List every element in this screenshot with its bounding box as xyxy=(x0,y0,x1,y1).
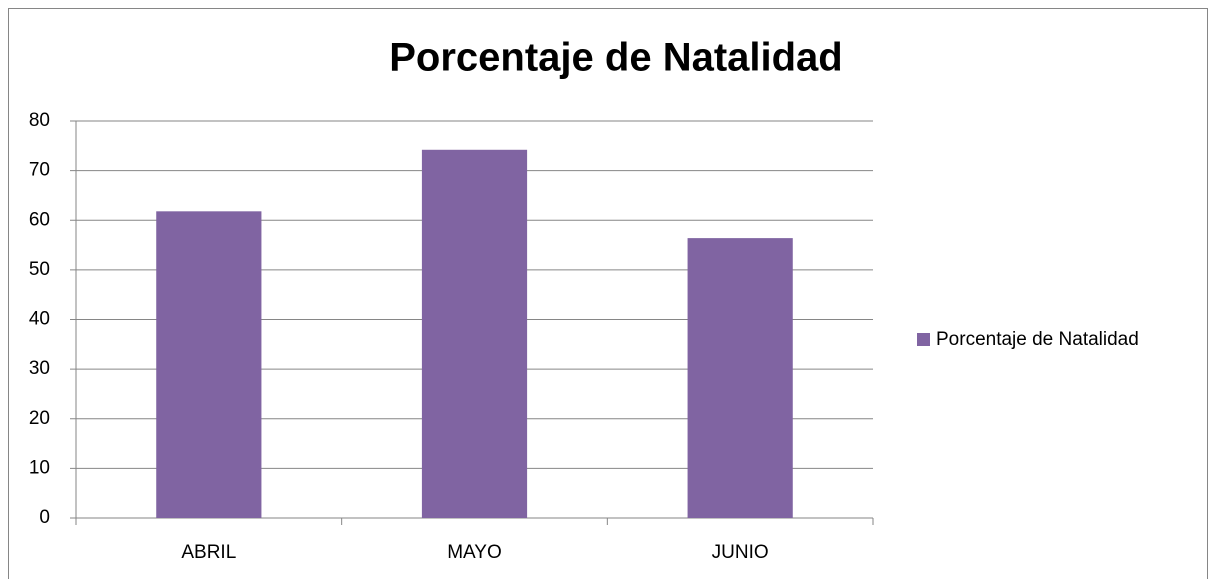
y-tick-label: 0 xyxy=(39,507,50,528)
x-tick-label: JUNIO xyxy=(712,542,769,563)
y-tick-label: 10 xyxy=(29,457,50,478)
y-tick-label: 30 xyxy=(29,358,50,379)
bar xyxy=(687,238,793,519)
y-tick-label: 50 xyxy=(29,259,50,280)
x-tick-label: ABRIL xyxy=(181,542,236,563)
chart-border xyxy=(8,8,1208,579)
y-tick-label: 70 xyxy=(29,160,50,181)
legend-swatch xyxy=(917,333,930,346)
y-tick-label: 60 xyxy=(29,209,50,230)
bar xyxy=(421,149,528,518)
chart-title: Porcentaje de Natalidad xyxy=(389,36,842,80)
y-tick-label: 40 xyxy=(29,309,50,330)
bar xyxy=(156,211,262,518)
x-tick-label: MAYO xyxy=(447,542,502,563)
y-tick-label: 80 xyxy=(29,110,50,131)
y-tick-label: 20 xyxy=(29,408,50,429)
legend-label: Porcentaje de Natalidad xyxy=(936,329,1139,350)
